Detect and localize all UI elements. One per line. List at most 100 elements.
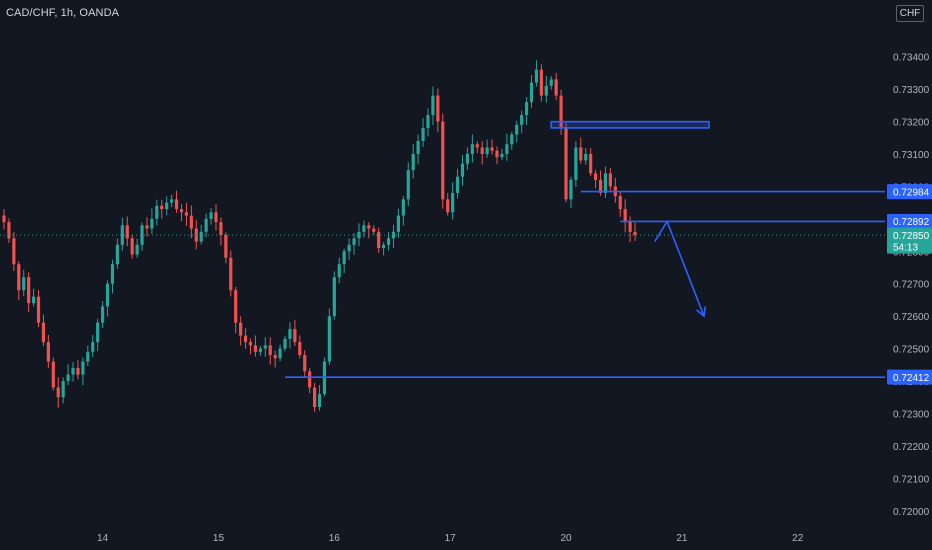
candle-body (529, 82, 534, 103)
candle-body (628, 222, 632, 232)
candle-body (303, 355, 307, 372)
price-label-tag (887, 184, 932, 200)
candle-body (534, 69, 539, 83)
price-axis[interactable]: 0.734000.733000.732000.731000.730000.729… (893, 53, 930, 518)
candle-body (510, 134, 514, 145)
candle-body (199, 231, 203, 242)
candle-body (12, 238, 16, 265)
candle-body (288, 329, 292, 339)
candle-body (229, 257, 233, 291)
time-axis[interactable]: 1314151617202122 (0, 533, 804, 544)
candle-body (589, 153, 593, 174)
candle-body (451, 192, 455, 213)
x-tick-label: 21 (676, 533, 688, 544)
candle-body (598, 179, 603, 193)
candle-body (204, 218, 208, 232)
candle-body (56, 387, 60, 398)
candle-body (184, 212, 189, 216)
y-tick-label: 0.72200 (893, 442, 930, 453)
candle-body (559, 95, 563, 129)
candle-body (480, 147, 484, 154)
candle-body (312, 387, 317, 407)
candle-body (110, 264, 115, 284)
candle-body (431, 95, 435, 116)
candle-body (179, 209, 184, 213)
candle-body (549, 79, 553, 86)
candle-body (17, 264, 21, 291)
candle-body (130, 238, 134, 255)
y-tick-label: 0.72000 (893, 507, 930, 518)
y-tick-label: 0.72600 (893, 312, 930, 323)
candle-body (105, 283, 110, 307)
candle-body (22, 277, 26, 291)
currency-badge[interactable]: CHF (896, 5, 924, 22)
y-tick-label: 0.72500 (893, 345, 930, 356)
candle-body (569, 179, 573, 200)
candle-body (170, 199, 174, 203)
candle-body (27, 277, 31, 304)
resistance-zone-rect[interactable] (550, 120, 710, 129)
candle-body (327, 316, 331, 362)
x-tick-label: 22 (792, 533, 804, 544)
candle-body (544, 85, 548, 96)
candle-body (219, 222, 223, 236)
y-tick-label: 0.73400 (893, 53, 930, 64)
candle-body (347, 244, 351, 252)
candle-body (446, 199, 450, 213)
projection-path[interactable] (654, 219, 705, 317)
candle-body (140, 225, 144, 245)
candle-body (283, 338, 287, 349)
y-tick-label: 0.73100 (893, 150, 930, 161)
last-price-text: 0.72850 (893, 231, 930, 242)
candle-body (101, 306, 105, 323)
candle-body (51, 361, 55, 388)
candle-body (253, 345, 258, 352)
candle-body (125, 225, 129, 239)
price-label-text: 0.72984 (893, 187, 930, 198)
price-label-tag (887, 369, 932, 385)
candle-body (61, 381, 65, 398)
price-label-tag (887, 213, 932, 229)
candle-body (352, 238, 356, 245)
candle-body (357, 231, 361, 239)
candle-body (391, 231, 396, 239)
candle-body (460, 163, 465, 177)
candle-body (342, 251, 346, 265)
candle-body (520, 115, 524, 125)
candle-body (234, 290, 238, 323)
candle-body (386, 238, 391, 245)
candle-body (524, 102, 529, 116)
candle-body (298, 342, 302, 356)
candle-body (539, 69, 543, 96)
candle-body (490, 147, 494, 151)
candle-body (574, 147, 578, 180)
candle-body (115, 244, 119, 265)
candle-body (258, 348, 262, 352)
x-tick-label: 20 (560, 533, 572, 544)
drawings[interactable] (0, 120, 885, 378)
candle-body (7, 222, 11, 239)
candle-body (66, 374, 70, 382)
candle-body (495, 150, 499, 158)
candle-body (273, 355, 277, 359)
candle-body (278, 348, 282, 359)
countdown-text: 54:13 (893, 243, 918, 254)
candle-body (485, 147, 489, 154)
candle-body (293, 329, 297, 343)
candle-body (362, 225, 366, 232)
candle-body (455, 176, 460, 193)
candle-body (470, 144, 474, 154)
candle-body (268, 345, 272, 356)
candle-body (372, 228, 376, 232)
price-label-text: 0.72892 (893, 217, 930, 228)
symbol-title[interactable]: CAD/CHF, 1h, OANDA (6, 7, 120, 19)
candle-body (248, 342, 253, 346)
candle-body (505, 144, 509, 154)
candle-body (36, 296, 41, 323)
y-tick-label: 0.72300 (893, 409, 930, 420)
y-tick-label: 0.73300 (893, 85, 930, 96)
candle-body (421, 128, 425, 141)
candle-body (317, 394, 322, 407)
